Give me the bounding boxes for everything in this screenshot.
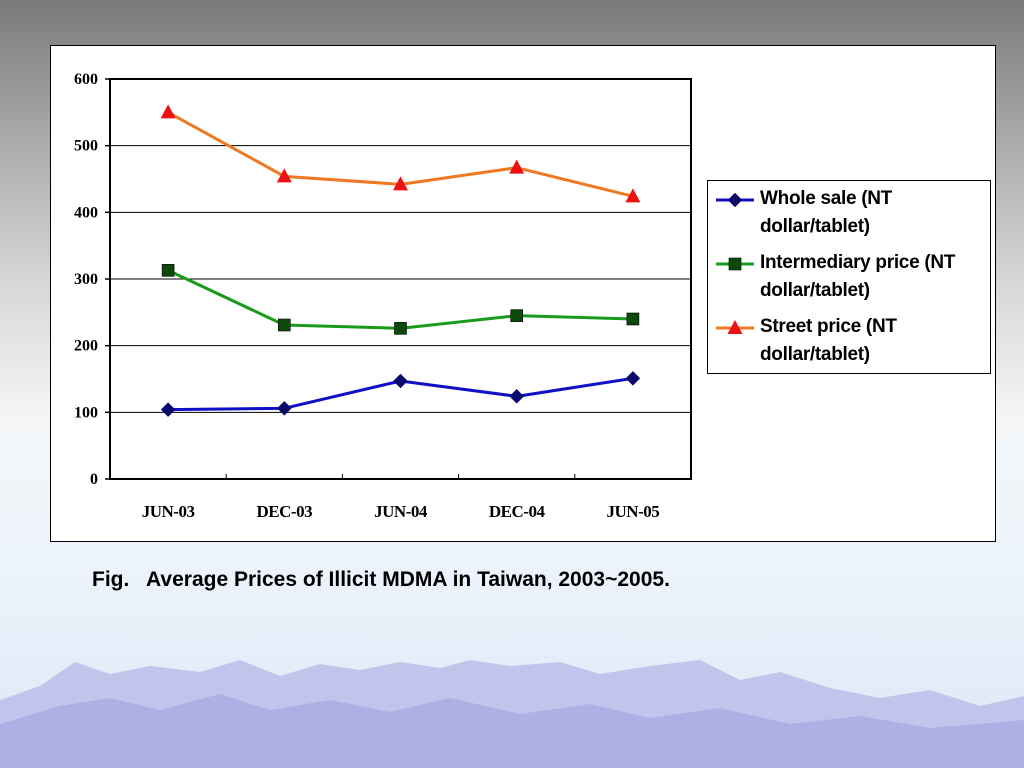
y-tick-label: 0 [90, 471, 98, 488]
mountain-decoration [0, 660, 1024, 768]
legend-label: Intermediary price (NT dollar/tablet) [760, 252, 956, 301]
y-tick-label: 400 [74, 204, 98, 221]
data-point [276, 400, 292, 416]
data-point [625, 188, 641, 203]
data-point [509, 388, 525, 404]
legend-marker-icon [716, 257, 754, 271]
y-tick-label: 100 [74, 404, 98, 421]
legend-marker-icon [716, 320, 754, 334]
y-tick-label: 600 [74, 71, 98, 88]
data-point [393, 176, 408, 191]
legend-entry: Whole sale (NT dollar/tablet) [714, 185, 986, 245]
x-tick-label: JUN-03 [142, 502, 195, 521]
data-point [278, 318, 291, 332]
data-point [160, 402, 176, 418]
legend-marker-icon [716, 192, 754, 208]
series-group [160, 104, 641, 418]
gridlines [110, 145, 691, 413]
x-tick-label: JUN-04 [374, 502, 428, 521]
chart-panel: 0 100 200 300 400 500 600 JUN-03 DEC-03 JUN-04 DEC… [50, 45, 996, 542]
data-point [509, 159, 525, 174]
series-3 [160, 104, 641, 203]
y-tick-label: 300 [74, 271, 98, 288]
x-tick-label: DEC-03 [257, 502, 313, 521]
legend-marker [728, 257, 742, 271]
data-point [510, 309, 524, 322]
data-point [394, 322, 407, 335]
line-chart: 0 100 200 300 400 500 600 JUN-03 DEC-03 JUN-04 DEC… [74, 71, 692, 521]
series-2 [161, 264, 640, 335]
legend-entry: Intermediary price (NT dollar/tablet) [714, 249, 986, 309]
chart-legend: Whole sale (NT dollar/tablet) Intermediar… [707, 180, 991, 374]
series-1 [160, 370, 641, 418]
axes: 0 100 200 300 400 500 600 JUN-03 DEC-03 JUN-04 DEC… [74, 71, 660, 521]
data-point [626, 312, 640, 326]
data-point [160, 104, 176, 119]
y-tick-label: 200 [74, 338, 98, 355]
data-point [161, 264, 175, 277]
x-tick-label: DEC-04 [489, 502, 546, 521]
legend-label: Whole sale (NT dollar/tablet) [760, 188, 892, 237]
y-tick-label: 500 [74, 138, 98, 155]
legend-marker [727, 192, 743, 208]
legend-label: Street price (NT dollar/tablet) [760, 316, 897, 365]
x-tick-label: JUN-05 [607, 502, 660, 521]
legend-marker [727, 320, 743, 334]
data-point [625, 370, 641, 386]
data-point [276, 168, 292, 183]
legend-entry: Street price (NT dollar/tablet) [714, 313, 986, 373]
data-point [393, 373, 408, 389]
figure-caption: Fig. Average Prices of Illicit MDMA in T… [92, 568, 670, 591]
